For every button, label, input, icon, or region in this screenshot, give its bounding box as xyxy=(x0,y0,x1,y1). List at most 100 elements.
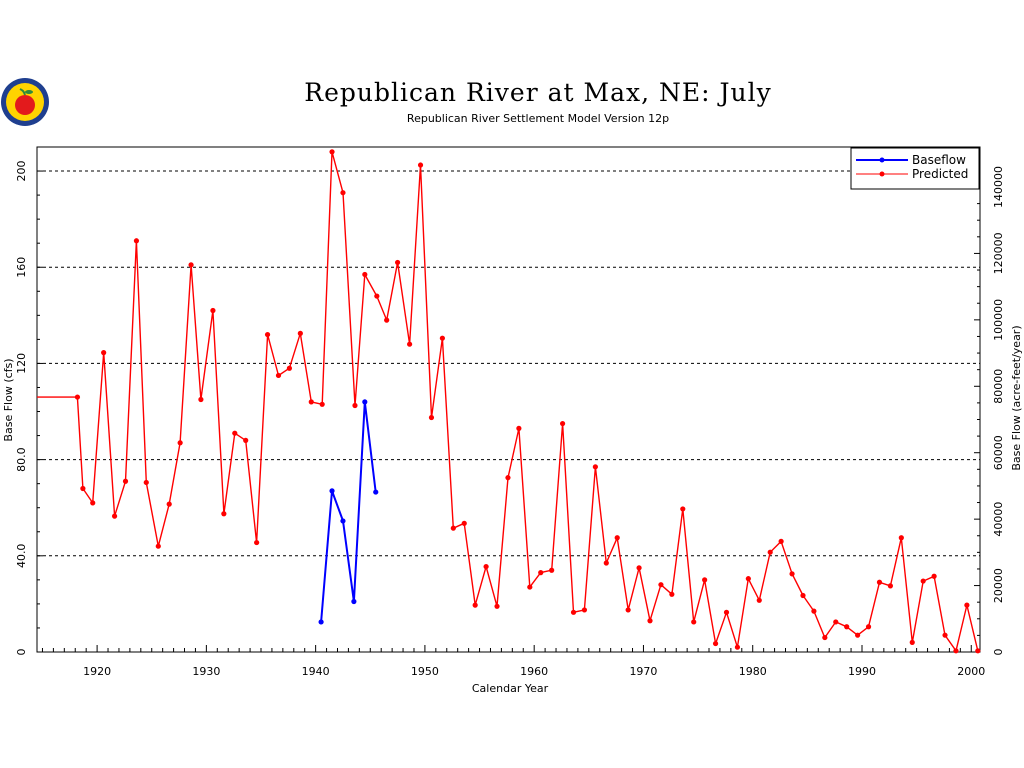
predicted-point xyxy=(636,565,642,571)
predicted-point xyxy=(614,535,620,541)
predicted-point xyxy=(221,511,227,517)
predicted-point xyxy=(155,543,161,549)
predicted-point xyxy=(275,372,282,379)
chart-subtitle: Republican River Settlement Model Versio… xyxy=(406,112,670,125)
y-tick-label: 40.0 xyxy=(15,544,28,569)
predicted-point xyxy=(712,640,719,647)
predicted-point xyxy=(975,648,981,654)
y-tick-label: 80.0 xyxy=(15,447,28,472)
plot-area-frame xyxy=(36,146,981,653)
predicted-point xyxy=(352,402,358,409)
predicted-point xyxy=(483,564,489,570)
y2-tick-label: 100000 xyxy=(992,299,1005,341)
predicted-point xyxy=(909,639,915,645)
predicted-point xyxy=(559,420,566,427)
data-series xyxy=(37,149,981,654)
predicted-point xyxy=(254,539,260,546)
predicted-point xyxy=(789,571,795,577)
y-tick-label: 160 xyxy=(15,257,28,278)
baseflow-line xyxy=(320,400,377,622)
predicted-point xyxy=(461,520,467,526)
chart-title: Republican River at Max, NE: July xyxy=(304,78,772,107)
predicted-point xyxy=(188,262,194,268)
predicted-point xyxy=(362,271,368,278)
predicted-point xyxy=(90,500,96,506)
predicted-point xyxy=(166,501,172,507)
x-tick-label: 1940 xyxy=(302,665,330,678)
predicted-point xyxy=(340,190,346,196)
predicted-point xyxy=(374,293,380,299)
x-tick-label: 1970 xyxy=(629,665,657,678)
predicted-point xyxy=(494,603,500,609)
predicted-point xyxy=(603,560,609,566)
predicted-point xyxy=(505,475,511,481)
legend-baseflow-label: Baseflow xyxy=(912,153,966,167)
x-tick-label: 1920 xyxy=(83,665,111,678)
predicted-point xyxy=(865,624,872,630)
predicted-point xyxy=(198,396,204,403)
predicted-point xyxy=(669,591,675,597)
predicted-point xyxy=(450,525,456,531)
predicted-point xyxy=(111,513,118,519)
y2-axis-title: Base Flow (acre-feet/year) xyxy=(1010,325,1023,470)
predicted-point xyxy=(527,584,533,590)
predicted-point xyxy=(570,609,577,615)
y2-tick-label: 120000 xyxy=(992,232,1005,274)
predicted-point xyxy=(122,478,129,484)
x-tick-label: 1980 xyxy=(739,665,767,678)
predicted-point xyxy=(581,607,588,613)
predicted-point xyxy=(767,549,773,555)
x-tick-label: 1930 xyxy=(192,665,220,678)
predicted-point xyxy=(329,149,335,155)
y-tick-label: 120 xyxy=(15,353,28,374)
axes: 040.080.01201602000200004000060000800001… xyxy=(15,153,1005,678)
gridlines xyxy=(37,170,980,557)
y-tick-label: 0 xyxy=(15,649,28,656)
predicted-point xyxy=(691,619,697,625)
predicted-point xyxy=(74,394,81,400)
predicted-point xyxy=(516,425,522,431)
predicted-point xyxy=(723,609,730,615)
x-tick-label: 1960 xyxy=(520,665,548,678)
legend-predicted-label: Predicted xyxy=(912,167,968,181)
y2-tick-label: 0 xyxy=(992,649,1005,656)
predicted-point xyxy=(953,648,959,654)
y2-tick-label: 60000 xyxy=(992,435,1005,470)
predicted-point xyxy=(756,597,762,603)
y2-tick-label: 140000 xyxy=(992,166,1005,208)
baseflow-point xyxy=(373,489,379,495)
legend: Baseflow Predicted xyxy=(850,147,980,190)
predicted-point xyxy=(811,608,817,614)
predicted-point xyxy=(942,632,948,638)
predicted-point xyxy=(702,577,708,583)
predicted-point xyxy=(592,464,598,470)
predicted-point xyxy=(658,582,664,588)
predicted-point xyxy=(417,162,424,168)
predicted-point xyxy=(297,330,303,336)
organization-logo xyxy=(0,77,50,127)
predicted-point xyxy=(680,506,686,512)
predicted-point xyxy=(887,583,893,589)
predicted-point xyxy=(855,632,861,638)
y-axis-title: Base Flow (cfs) xyxy=(2,358,15,441)
predicted-point xyxy=(844,624,850,630)
baseflow-point xyxy=(362,399,368,405)
predicted-point xyxy=(143,479,149,486)
y2-tick-label: 80000 xyxy=(992,369,1005,404)
predicted-point xyxy=(439,335,445,341)
predicted-point xyxy=(920,578,926,584)
y2-tick-label: 20000 xyxy=(992,568,1005,603)
predicted-point xyxy=(286,365,293,371)
predicted-point xyxy=(308,399,314,405)
predicted-point xyxy=(625,607,631,613)
legend-predicted-marker xyxy=(879,171,885,177)
y2-tick-label: 40000 xyxy=(992,502,1005,537)
predicted-point xyxy=(931,573,937,579)
predicted-point xyxy=(964,602,970,608)
predicted-point xyxy=(549,567,555,573)
predicted-point xyxy=(898,535,904,541)
predicted-point xyxy=(210,307,216,314)
baseflow-point xyxy=(340,518,346,524)
predicted-point xyxy=(472,602,478,608)
predicted-point xyxy=(319,401,325,407)
